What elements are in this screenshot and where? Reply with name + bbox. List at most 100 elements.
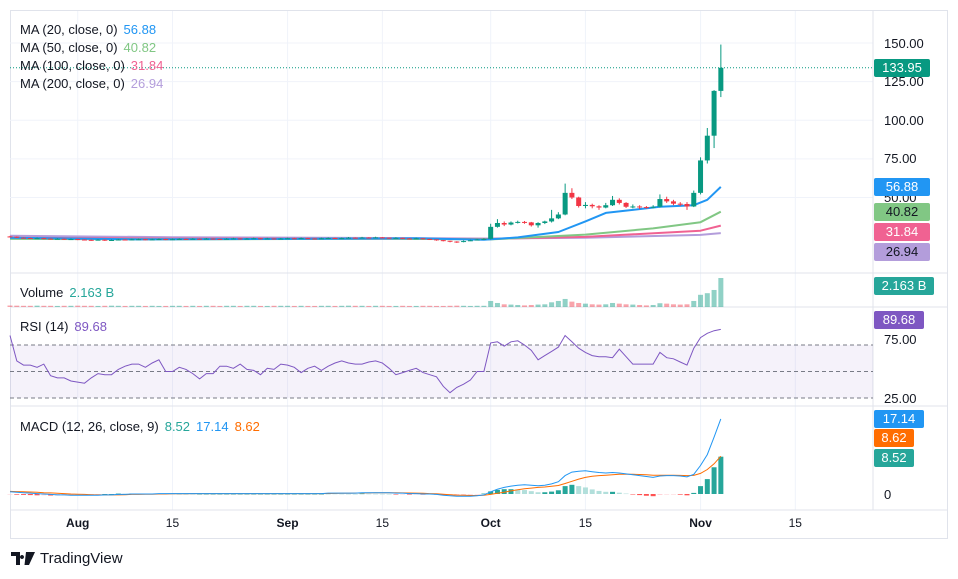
candle-body bbox=[109, 239, 115, 241]
time-tick: Aug bbox=[66, 516, 90, 530]
volume-bar bbox=[136, 305, 142, 307]
legend-rsi[interactable]: RSI (14) 89.68 bbox=[20, 319, 107, 334]
volume-bar bbox=[278, 305, 284, 307]
volume-bar bbox=[704, 293, 710, 307]
volume-bar bbox=[684, 304, 690, 307]
legend-label: MACD (12, 26, close, 9) bbox=[20, 419, 159, 434]
volume-bar bbox=[230, 305, 236, 307]
candle-body bbox=[420, 238, 426, 240]
candle-body bbox=[603, 205, 609, 208]
candle-body bbox=[21, 237, 27, 239]
tradingview-logo[interactable]: TradingView bbox=[11, 550, 123, 567]
macd-histogram-bar bbox=[352, 494, 358, 495]
legend-ma50[interactable]: MA (50, close, 0) 40.82 bbox=[20, 40, 156, 55]
ma50-badge: 40.82 bbox=[874, 203, 930, 221]
candle-body bbox=[616, 199, 622, 203]
volume-bar bbox=[718, 278, 724, 307]
volume-bar bbox=[75, 305, 81, 307]
legend-ma100[interactable]: MA (100, close, 0) 31.84 bbox=[20, 58, 163, 73]
candle-body bbox=[210, 238, 216, 240]
macd-histogram-bar bbox=[257, 494, 263, 495]
volume-bar bbox=[95, 305, 101, 307]
volume-bar bbox=[698, 294, 704, 307]
volume-bar bbox=[711, 289, 717, 307]
volume-bar bbox=[562, 298, 568, 307]
volume-bar bbox=[501, 304, 507, 307]
candle-body bbox=[637, 206, 643, 208]
candle-body bbox=[285, 238, 291, 240]
macd-histogram-bar bbox=[68, 494, 74, 496]
volume-bar bbox=[298, 305, 304, 307]
candle-body bbox=[318, 238, 324, 240]
volume-bar bbox=[27, 305, 33, 307]
volume-bar bbox=[630, 304, 636, 307]
macd-histogram-bar bbox=[582, 487, 588, 494]
macd-histogram-bar bbox=[461, 494, 467, 495]
macd-histogram-bar bbox=[474, 494, 480, 495]
macd-histogram-bar bbox=[244, 494, 250, 495]
macd-histogram-bar bbox=[406, 494, 412, 495]
candle-body bbox=[244, 238, 250, 240]
macd-histogram-bar bbox=[298, 494, 304, 495]
time-tick: 15 bbox=[375, 516, 390, 530]
macd-histogram-bar bbox=[285, 494, 291, 495]
legend-macd[interactable]: MACD (12, 26, close, 9) 8.52 17.14 8.62 bbox=[20, 419, 260, 434]
macd-histogram-bar bbox=[637, 494, 643, 496]
volume-bar bbox=[291, 305, 297, 307]
volume-bar bbox=[637, 304, 643, 307]
volume-bar bbox=[48, 305, 54, 307]
candle-body bbox=[61, 238, 67, 240]
candle-body bbox=[332, 237, 338, 239]
macd-histogram-bar bbox=[224, 494, 230, 495]
volume-bar bbox=[264, 305, 270, 307]
candle-body bbox=[346, 237, 351, 239]
chart-container[interactable] bbox=[10, 10, 948, 539]
volume-bar bbox=[528, 304, 534, 307]
macd-histogram-bar bbox=[312, 494, 318, 495]
legend-ma200[interactable]: MA (200, close, 0) 26.94 bbox=[20, 76, 163, 91]
candle-body bbox=[54, 238, 60, 240]
volume-bar bbox=[237, 305, 243, 307]
macd-histogram-bar bbox=[528, 491, 534, 494]
candle-body bbox=[677, 203, 683, 205]
macd-histogram-bar bbox=[27, 494, 33, 496]
macd-histogram-bar bbox=[596, 490, 602, 494]
candle-body bbox=[169, 239, 175, 241]
candle-body bbox=[217, 238, 223, 240]
macd-histogram-bar bbox=[542, 492, 548, 494]
candle-body bbox=[163, 239, 169, 241]
legend-ma20[interactable]: MA (20, close, 0) 56.88 bbox=[20, 22, 156, 37]
volume-bar bbox=[115, 305, 121, 307]
candle-body bbox=[461, 241, 467, 243]
macd-histogram-bar bbox=[698, 486, 704, 494]
volume-bar bbox=[515, 304, 521, 307]
signal-line bbox=[9, 455, 722, 496]
candle-body bbox=[386, 237, 392, 239]
candle-body bbox=[643, 207, 649, 209]
macd-histogram-bar bbox=[102, 494, 108, 495]
volume-bar bbox=[129, 305, 135, 307]
candle-body bbox=[102, 239, 108, 241]
legend-label: MA (50, close, 0) bbox=[20, 40, 118, 55]
time-tick: Oct bbox=[480, 516, 501, 530]
volume-bar bbox=[596, 304, 602, 307]
volume-bar bbox=[190, 305, 196, 307]
legend-value: 2.163 B bbox=[69, 285, 115, 300]
volume-bar bbox=[359, 305, 365, 307]
volume-bar bbox=[406, 305, 412, 307]
macd-histogram-bar bbox=[630, 494, 636, 495]
volume-bar bbox=[440, 305, 446, 307]
rsi-line bbox=[9, 328, 721, 394]
candle-body bbox=[115, 239, 121, 241]
volume-bar bbox=[156, 305, 162, 307]
macd-histogram-bar bbox=[535, 492, 541, 494]
legend-macd-value: 17.14 bbox=[196, 419, 229, 434]
macd-histogram-bar bbox=[251, 494, 257, 495]
macd-histogram-bar bbox=[488, 491, 494, 494]
legend-volume[interactable]: Volume 2.163 B bbox=[20, 285, 114, 300]
candle-body bbox=[508, 222, 514, 225]
volume-bar bbox=[474, 305, 480, 307]
volume-bar bbox=[616, 303, 622, 307]
tradingview-logo-icon bbox=[11, 552, 35, 565]
